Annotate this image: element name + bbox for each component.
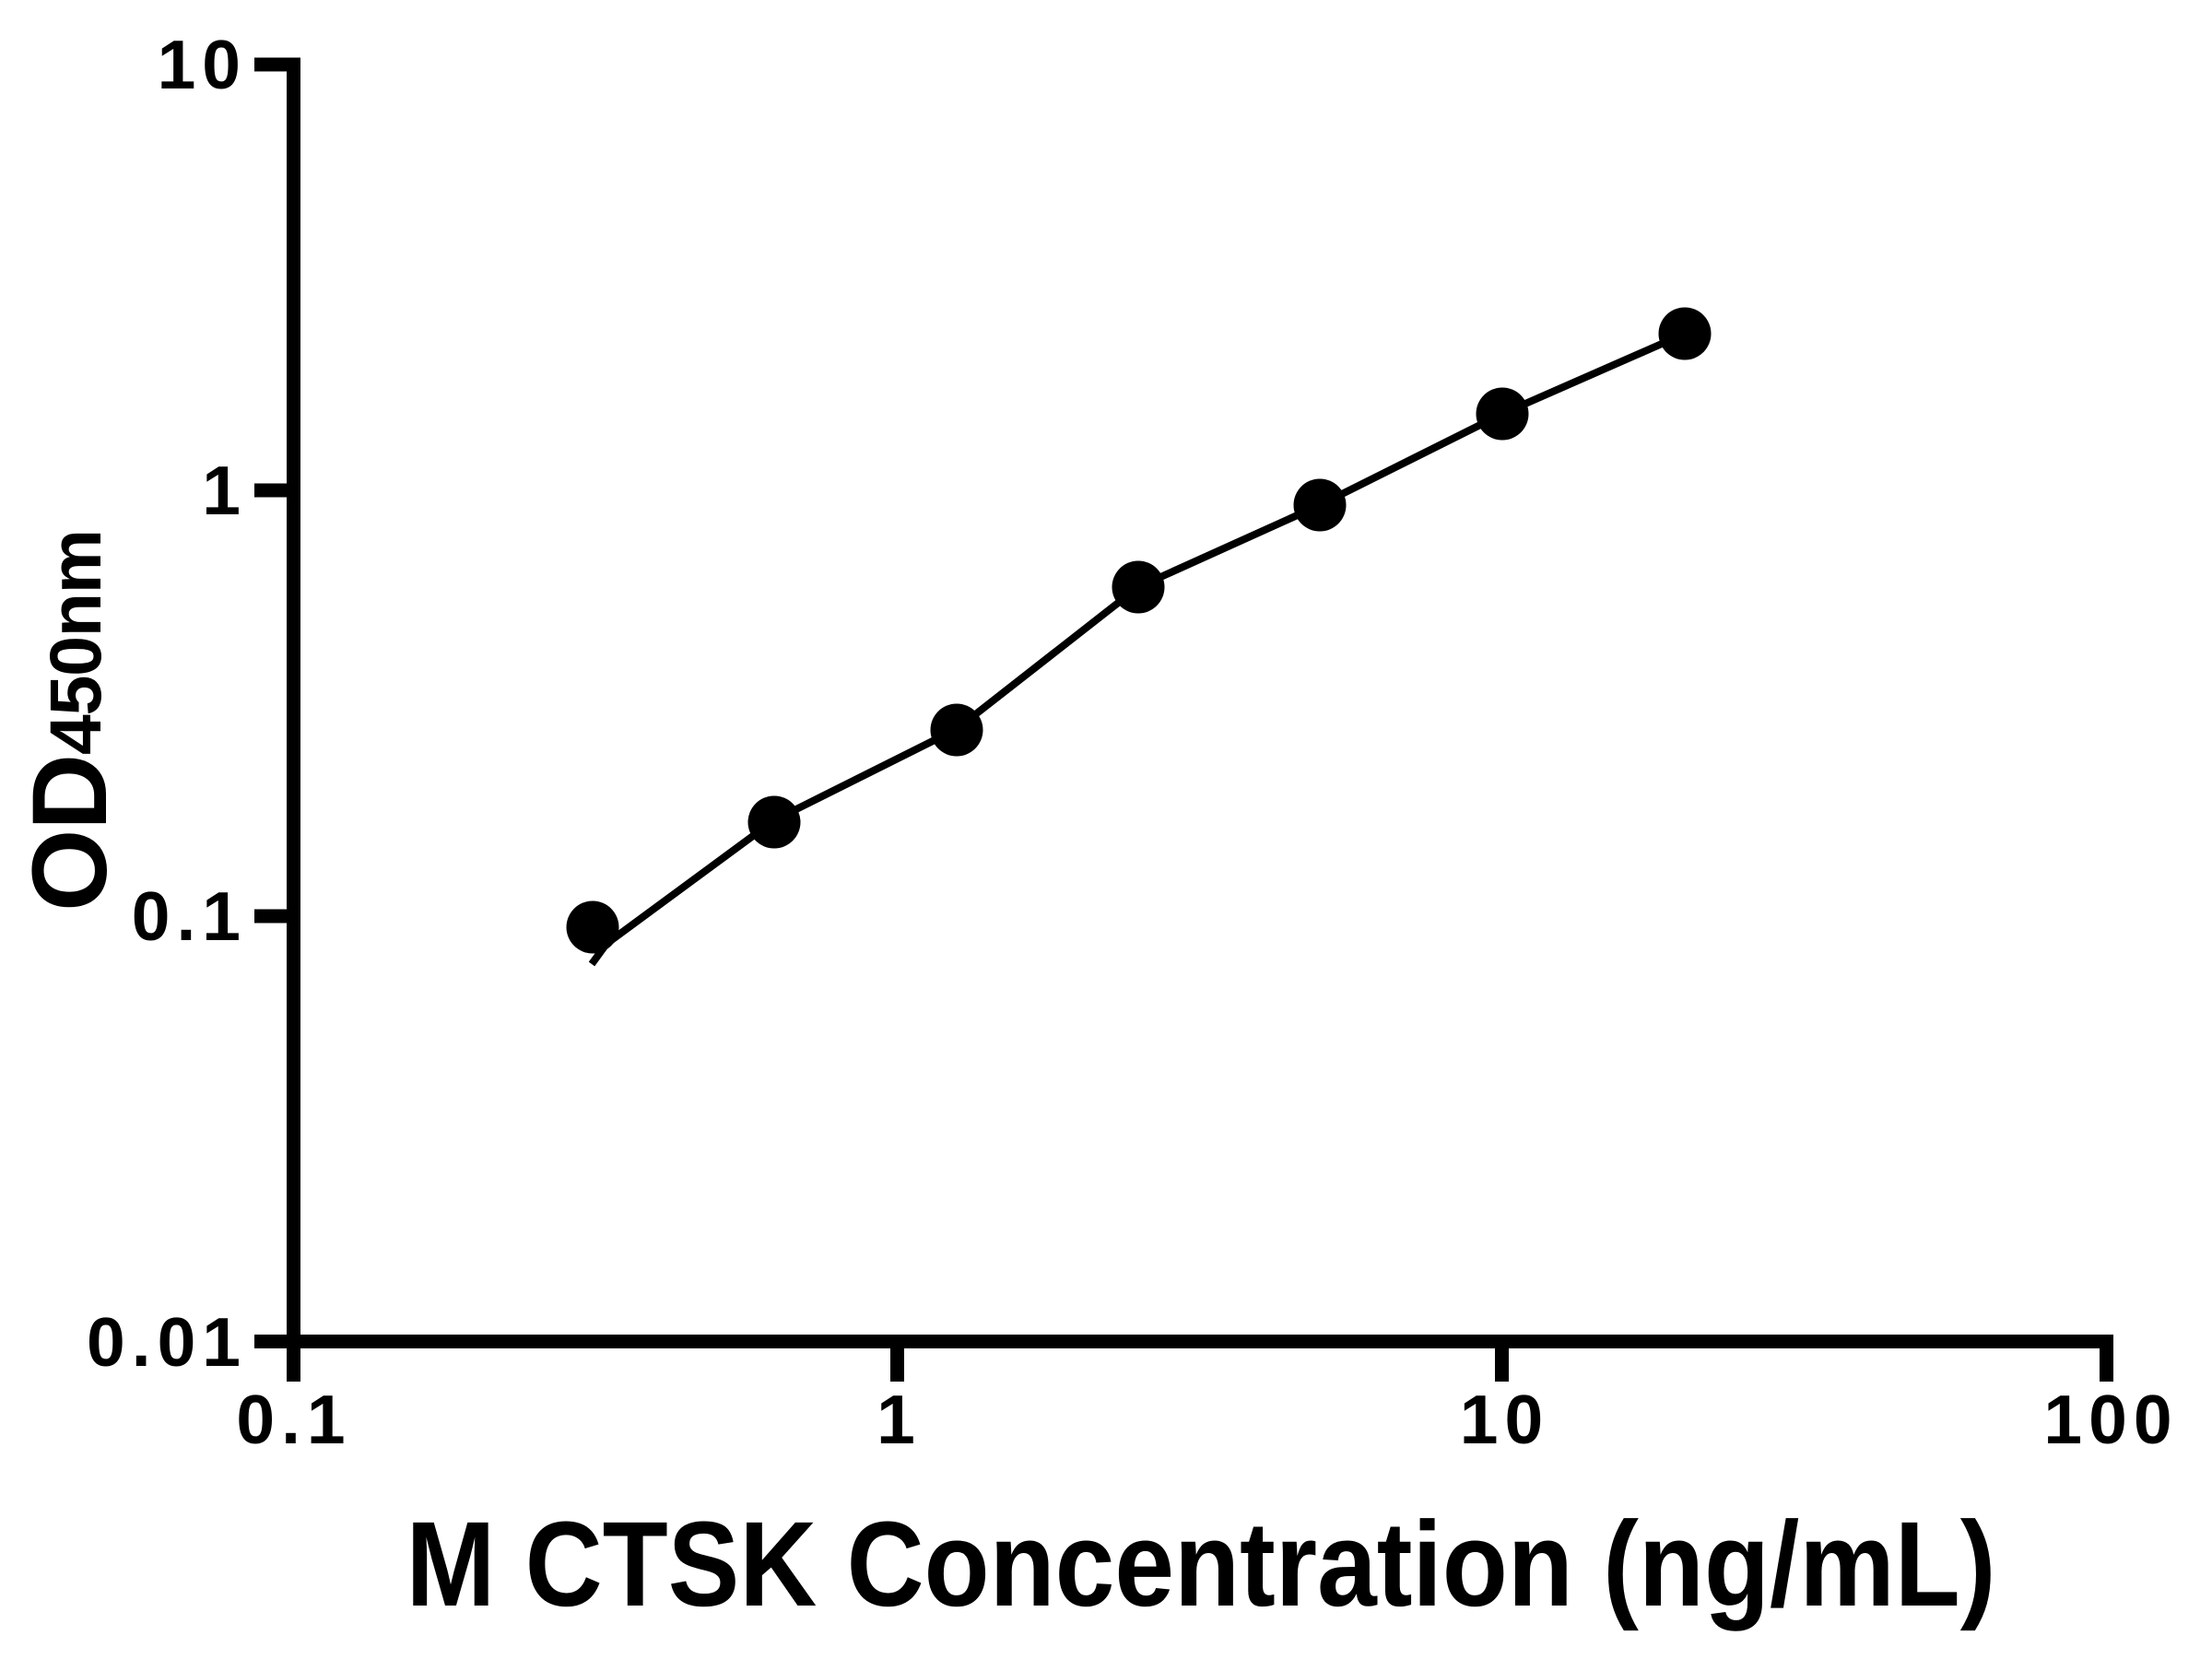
svg-text:0.1: 0.1 — [236, 1381, 351, 1458]
svg-text:M CTSK Concentration (ng/mL): M CTSK Concentration (ng/mL) — [406, 1496, 1996, 1631]
svg-text:1: 1 — [202, 452, 247, 529]
svg-text:0.1: 0.1 — [132, 877, 247, 955]
svg-text:100: 100 — [2043, 1381, 2178, 1458]
svg-text:10: 10 — [158, 26, 247, 103]
svg-text:1: 1 — [877, 1381, 922, 1458]
svg-text:10: 10 — [1460, 1381, 1549, 1458]
svg-text:0.01: 0.01 — [87, 1303, 247, 1381]
svg-text:OD450nm: OD450nm — [11, 529, 129, 912]
